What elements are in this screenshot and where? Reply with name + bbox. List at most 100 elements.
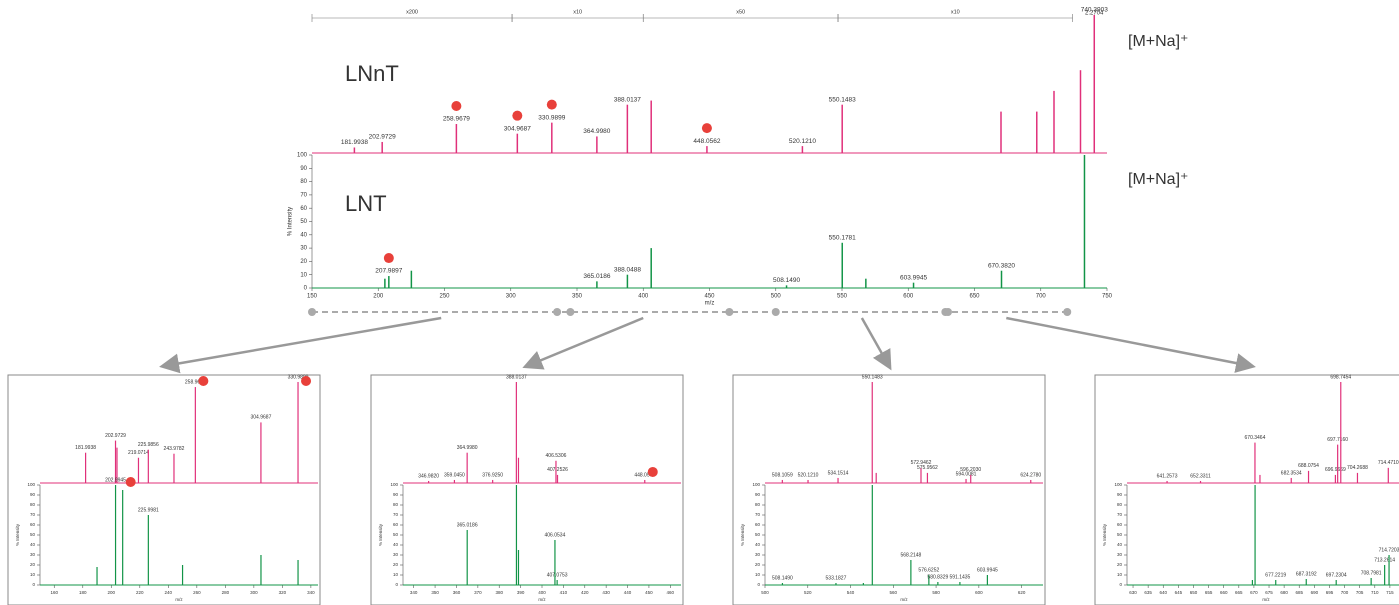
y-tick-label: 20: [30, 562, 36, 567]
y-tick-label: 70: [1117, 512, 1123, 517]
y-tick-label: 50: [755, 532, 761, 537]
peak-label: 181.9938: [75, 445, 96, 451]
peak-label: 708.7981: [1361, 570, 1382, 576]
y-tick-label: 60: [1117, 522, 1123, 527]
y-tick-label: 10: [755, 572, 761, 577]
peak-label: 258.9679: [443, 116, 470, 123]
peak-label: 682.3534: [1281, 470, 1302, 476]
peak-label: 364.9980: [583, 128, 610, 135]
peak-label: 677.2219: [1265, 572, 1286, 578]
peak-label: 670.3464: [1245, 435, 1266, 441]
peak-label: 704.2688: [1347, 465, 1368, 471]
peak-label: 508.1490: [772, 575, 793, 581]
y-tick-label: 50: [30, 532, 36, 537]
x-axis-label: m/z: [900, 597, 908, 602]
y-tick-label: 60: [30, 522, 36, 527]
marker-dot: [301, 376, 312, 386]
ion-annotation: [M+Na]⁺: [1128, 171, 1188, 188]
y-tick-label: 10: [393, 572, 399, 577]
peak-label: 304.9687: [504, 125, 531, 132]
x-tick-label: 500: [771, 294, 782, 300]
peak-label: 550.1483: [829, 96, 856, 103]
peak-label: 448.0562: [693, 138, 720, 145]
y-tick-label: 50: [300, 219, 307, 225]
peak-label: 534.1514: [828, 470, 849, 476]
y-tick-label: 50: [393, 532, 399, 537]
peak-label: 207.9897: [375, 268, 402, 275]
y-tick-label: 90: [755, 492, 761, 497]
y-tick-label: 80: [30, 502, 36, 507]
peak-label: 652.3311: [1190, 473, 1211, 479]
y-tick-label: 90: [393, 492, 399, 497]
x-tick-label: 460: [667, 590, 675, 595]
peak-label: 388.0137: [506, 374, 527, 380]
peak-label: 580.8329: [927, 574, 948, 580]
y-axis-label: % Intensity: [378, 523, 383, 546]
peak-label: 304.9687: [251, 415, 272, 421]
peak-label: 346.9820: [418, 473, 439, 479]
peak-label: 596.2030: [960, 467, 981, 473]
peak-label: 225.9856: [138, 442, 159, 448]
x-tick-label: 550: [837, 294, 848, 300]
peak-label: 591.1435: [949, 574, 970, 580]
peak-label: 225.9981: [138, 507, 159, 513]
y-tick-label: 10: [30, 572, 36, 577]
x-tick-label: 670: [1250, 590, 1258, 595]
x-tick-label: 685: [1295, 590, 1303, 595]
y-tick-label: 100: [27, 482, 35, 487]
marker-dot: [451, 101, 462, 112]
peak-label: 388.0488: [614, 266, 641, 273]
y-tick-label: 30: [1117, 552, 1123, 557]
y-tick-label: 80: [1117, 502, 1123, 507]
peak-label: 406.5306: [546, 453, 567, 459]
peak-label: 641.2573: [1157, 473, 1178, 479]
x-tick-label: 260: [193, 590, 201, 595]
peak-label: 714.4710: [1378, 460, 1399, 466]
peak-label: 572.9462: [911, 460, 932, 466]
y-tick-label: 70: [30, 512, 36, 517]
ion-annotation: [M+Na]⁺: [1128, 33, 1188, 50]
x-tick-label: 580: [932, 590, 940, 595]
y-tick-label: 0: [32, 582, 35, 587]
marker-dot: [512, 110, 523, 121]
y-tick-label: 80: [393, 502, 399, 507]
zoom-end: [1063, 308, 1072, 316]
mag-label: x200: [406, 9, 418, 15]
peak-label: 687.3192: [1296, 571, 1317, 577]
x-tick-label: 680: [1280, 590, 1288, 595]
x-tick-label: 380: [495, 590, 503, 595]
peak-label: 550.1483: [862, 374, 883, 380]
x-tick-label: 700: [1036, 294, 1047, 300]
peak-label: 624.2780: [1020, 472, 1041, 478]
series-name: LNT: [345, 191, 387, 216]
x-tick-label: 400: [538, 590, 546, 595]
zoom-end: [725, 308, 734, 316]
peak-label: 181.9938: [341, 139, 368, 146]
x-tick-label: 450: [704, 294, 715, 300]
inset-frame: [370, 374, 684, 605]
peak-label: 202.9729: [369, 134, 396, 141]
y-tick-label: 100: [297, 153, 308, 159]
x-tick-label: 690: [1311, 590, 1319, 595]
peak-label: 713.2614: [1374, 557, 1395, 563]
zoom-start: [771, 308, 780, 316]
mag-label: x10: [573, 9, 582, 15]
x-tick-label: 400: [638, 294, 649, 300]
peak-label: 407.2526: [547, 467, 568, 473]
x-tick-label: 300: [250, 590, 258, 595]
x-tick-label: 250: [439, 294, 450, 300]
x-tick-label: 340: [410, 590, 418, 595]
y-tick-label: 40: [755, 542, 761, 547]
x-tick-label: 665: [1235, 590, 1243, 595]
x-tick-label: 640: [1160, 590, 1168, 595]
peak-label: 520.1210: [789, 138, 816, 145]
peak-label: 407.0753: [547, 572, 568, 578]
x-axis-label: m/z: [175, 597, 183, 602]
x-tick-label: 320: [279, 590, 287, 595]
y-tick-label: 90: [30, 492, 36, 497]
y-tick-label: 100: [752, 482, 760, 487]
y-tick-label: 50: [1117, 532, 1123, 537]
x-tick-label: 675: [1265, 590, 1273, 595]
y-axis-label: % Intensity: [15, 523, 20, 546]
